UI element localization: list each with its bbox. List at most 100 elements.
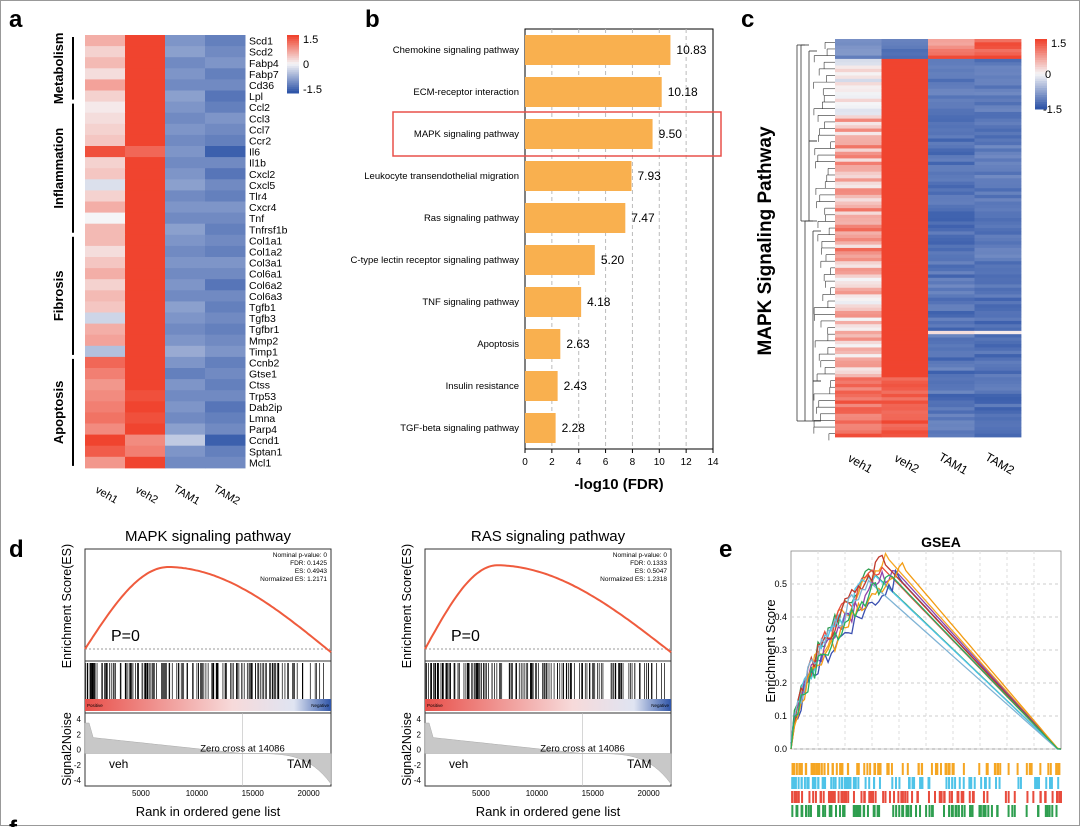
rug-tick xyxy=(1057,763,1060,775)
heatmap-cell xyxy=(125,35,166,47)
bar xyxy=(525,329,561,359)
rug-tick xyxy=(869,791,872,803)
x-tick-label: 5000 xyxy=(132,789,150,798)
heatmap-cell xyxy=(205,79,246,91)
heatmap-cell xyxy=(881,115,929,119)
heatmap-cell xyxy=(835,347,882,352)
heatmap-cell xyxy=(928,337,975,342)
heatmap-cell xyxy=(974,88,1022,93)
heatmap-cell xyxy=(205,312,246,325)
bar-value-label: 7.93 xyxy=(637,169,661,183)
heatmap-cell xyxy=(165,46,206,58)
rug-tick xyxy=(907,805,910,817)
heatmap-cell xyxy=(974,121,1022,126)
y-tick-label: 0 xyxy=(417,746,422,755)
heatmap-cell xyxy=(125,212,166,225)
rug-tick xyxy=(943,791,946,803)
heatmap-cell xyxy=(881,72,929,76)
heatmap-cell xyxy=(974,168,1022,173)
heatmap-cell xyxy=(881,297,929,302)
heatmap-cell xyxy=(835,228,882,232)
heatmap-cell xyxy=(881,354,929,358)
colorbar-segment xyxy=(1035,67,1047,70)
column-label: veh1 xyxy=(845,451,875,476)
gene-label: Tnfrsf1b xyxy=(249,224,288,236)
heatmap-cell xyxy=(974,214,1022,219)
heatmap-cell xyxy=(974,48,1022,53)
heatmap-cell xyxy=(974,350,1022,355)
heatmap-cell xyxy=(974,65,1022,70)
colorbar-segment xyxy=(1035,85,1047,89)
heatmap-cell xyxy=(974,344,1022,348)
enrichment-series xyxy=(790,574,1061,750)
rug-tick xyxy=(933,791,936,803)
heatmap-cell xyxy=(928,314,975,318)
colorbar-segment xyxy=(1035,104,1047,108)
group-label: Inflammation xyxy=(51,128,66,209)
heatmap-cell xyxy=(205,35,246,47)
heatmap-cell xyxy=(974,433,1022,438)
rug-tick xyxy=(902,805,905,817)
heatmap-cell xyxy=(165,412,206,424)
gene-label: Tgfb1 xyxy=(249,302,276,314)
heatmap-cell xyxy=(881,208,929,212)
p-value-label: P=0 xyxy=(451,628,480,645)
heatmap-cell xyxy=(974,287,1022,292)
rug-tick xyxy=(830,805,833,817)
rug-tick xyxy=(1049,777,1052,789)
heatmap-cell xyxy=(205,257,246,269)
heatmap-cell xyxy=(974,261,1022,265)
heatmap-cell xyxy=(928,327,975,332)
gene-label: Parp4 xyxy=(249,424,277,436)
rug-tick xyxy=(817,777,820,789)
heatmap-cell xyxy=(928,65,975,70)
heatmap-cell xyxy=(928,370,975,375)
heatmap-cell xyxy=(974,400,1022,405)
colorbar-segment xyxy=(1035,60,1047,63)
heatmap-cell xyxy=(881,291,929,295)
heatmap-cell xyxy=(165,312,206,325)
rug-tick xyxy=(1058,763,1061,775)
heatmap-cell xyxy=(835,102,882,106)
rug-tick xyxy=(873,777,876,789)
heatmap-cell xyxy=(881,281,929,285)
heatmap-cell xyxy=(165,35,206,47)
rug-tick xyxy=(819,791,822,803)
rug-tick xyxy=(866,763,869,775)
heatmap-cell xyxy=(881,78,929,83)
gsea-stat: FDR: 0.1425 xyxy=(290,560,327,567)
heatmap-cell xyxy=(835,330,882,335)
heatmap-cell xyxy=(835,68,882,73)
heatmap-cell xyxy=(928,231,975,236)
heatmap-cell xyxy=(125,68,166,80)
bar-value-label: 10.18 xyxy=(668,85,698,99)
heatmap-cell xyxy=(835,151,882,156)
heatmap-cell xyxy=(974,317,1022,322)
rug-tick xyxy=(956,791,959,803)
rug-tick xyxy=(794,791,797,803)
heatmap-cell xyxy=(835,277,882,282)
heatmap-cell xyxy=(928,121,975,126)
rug-tick xyxy=(944,763,947,775)
heatmap-cell xyxy=(928,344,975,348)
heatmap-cell xyxy=(881,204,929,209)
heatmap-cell xyxy=(881,413,929,418)
rug-tick xyxy=(847,777,850,789)
heatmap-cell xyxy=(974,410,1022,415)
heatmap-cell xyxy=(881,39,929,43)
heatmap-cell xyxy=(881,347,929,352)
rug-tick xyxy=(945,777,948,789)
rug-tick xyxy=(998,777,1001,789)
gsea-title: RAS signaling pathway xyxy=(471,528,626,545)
rug-tick xyxy=(906,763,909,775)
y-tick-label: 4 xyxy=(77,715,82,724)
heatmap-cell xyxy=(881,251,929,255)
rug-tick xyxy=(810,763,813,775)
heatmap-cell xyxy=(835,393,882,398)
heatmap-cell xyxy=(835,364,882,368)
heatmap-cell xyxy=(928,158,975,163)
heatmap-cell xyxy=(974,377,1022,382)
gene-label: Ccl3 xyxy=(249,113,270,125)
heatmap-cell xyxy=(881,58,929,63)
heatmap-cell xyxy=(974,58,1022,63)
